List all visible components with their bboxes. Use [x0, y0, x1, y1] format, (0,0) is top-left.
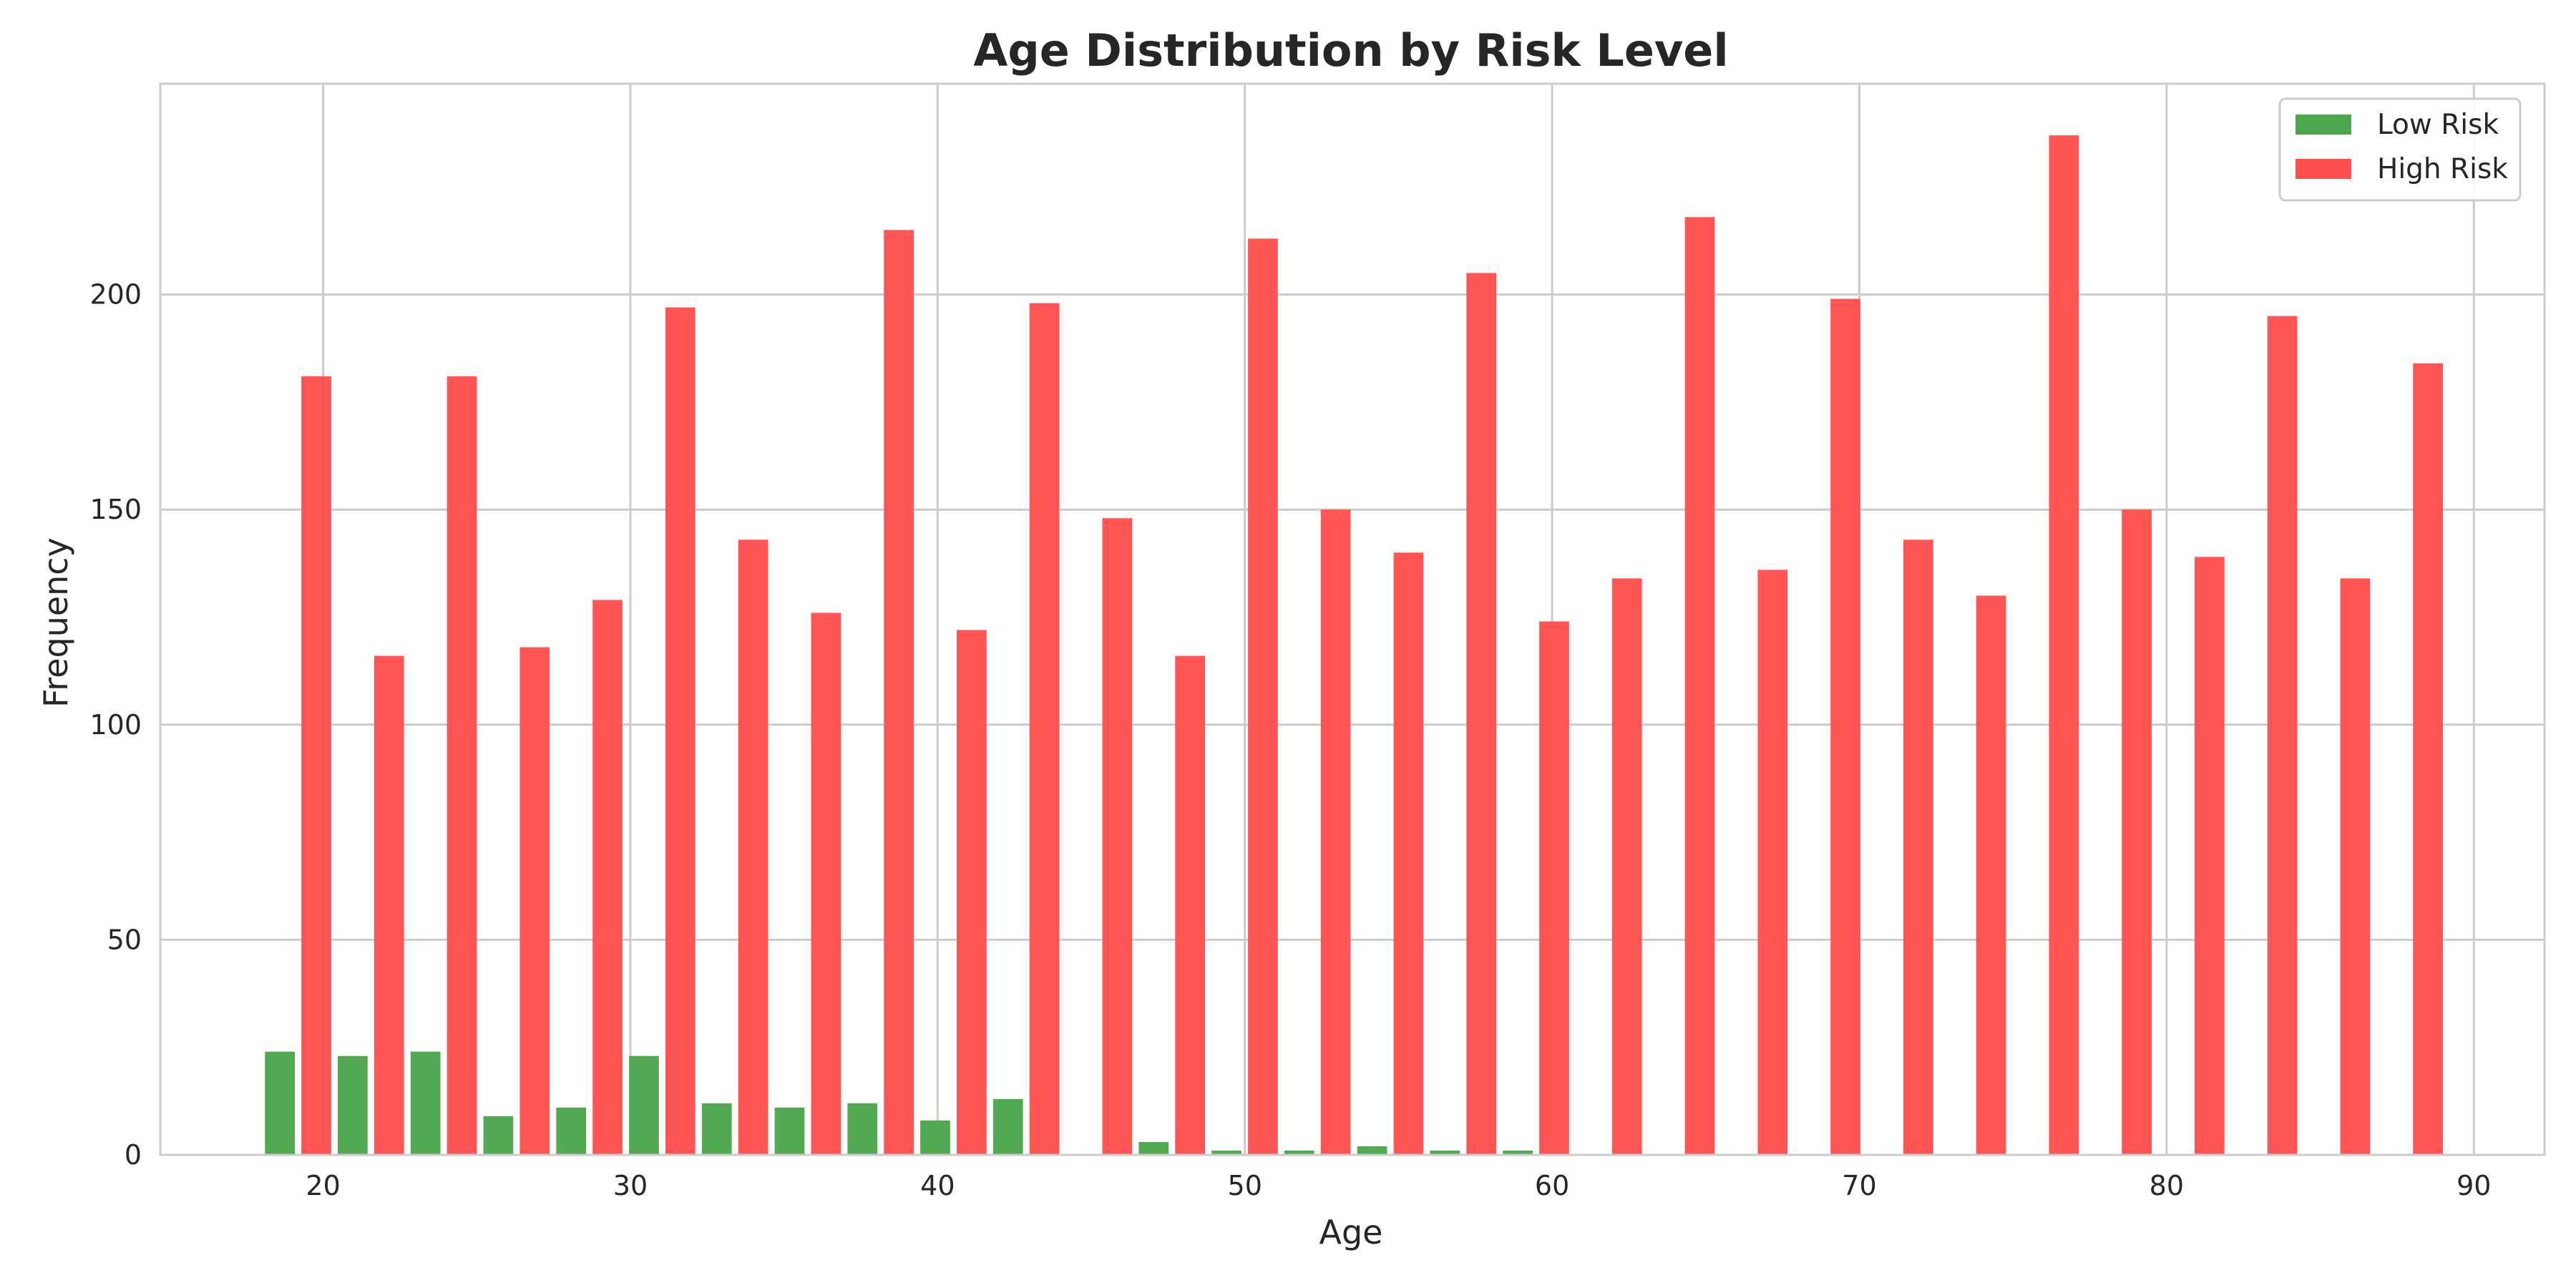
bar-low-risk	[920, 1120, 950, 1155]
bar-high-risk	[1102, 518, 1133, 1155]
bar-high-risk	[301, 376, 331, 1155]
bar-high-risk	[1757, 570, 1788, 1155]
x-axis-label: Age	[1319, 1213, 1383, 1252]
bar-high-risk	[1466, 273, 1497, 1155]
y-tick-label: 100	[89, 709, 142, 741]
x-tick-label: 80	[2150, 1170, 2184, 1201]
chart-title: Age Distribution by Risk Level	[973, 24, 1728, 77]
bar-high-risk	[592, 600, 623, 1155]
bar-high-risk	[1903, 540, 1933, 1155]
bar-high-risk	[1539, 621, 1569, 1155]
bar-low-risk	[1284, 1150, 1314, 1155]
bar-high-risk	[811, 613, 841, 1155]
bar-high-risk	[1976, 595, 2006, 1155]
bar-low-risk	[265, 1051, 295, 1155]
x-tick-label: 70	[1842, 1170, 1876, 1201]
ticks-layer: 20 30 40 50 60 70 80 90 0 50 100 150 200	[89, 279, 2491, 1201]
bar-low-risk	[701, 1103, 732, 1155]
bar-low-risk	[1357, 1146, 1387, 1155]
bar-high-risk	[738, 540, 769, 1155]
bar-low-risk	[483, 1116, 514, 1155]
bar-high-risk	[374, 655, 404, 1155]
legend: Low Risk High Risk	[2278, 97, 2522, 202]
y-axis-label: Frequency	[36, 537, 75, 708]
plot-frame	[159, 82, 2546, 1156]
bar-high-risk	[1175, 655, 1206, 1155]
bar-low-risk	[992, 1098, 1023, 1155]
bar-high-risk	[665, 307, 696, 1156]
bar-high-risk	[1029, 303, 1060, 1155]
x-tick-label: 60	[1535, 1170, 1569, 1201]
bar-high-risk	[1248, 238, 1278, 1156]
bar-low-risk	[338, 1055, 368, 1155]
y-tick-label: 50	[107, 924, 142, 955]
bar-low-risk	[847, 1103, 878, 1155]
bars-layer	[265, 135, 2444, 1156]
x-tick-label: 40	[920, 1170, 955, 1201]
legend-label-high-risk: High Risk	[2377, 153, 2508, 185]
bar-low-risk	[1503, 1150, 1533, 1155]
bar-high-risk	[884, 230, 914, 1155]
bar-low-risk	[1138, 1141, 1169, 1155]
bar-low-risk	[1211, 1150, 1241, 1155]
bar-high-risk	[2340, 578, 2371, 1155]
grid-layer	[160, 84, 2545, 1156]
bar-low-risk	[410, 1051, 441, 1155]
bar-high-risk	[519, 647, 550, 1155]
bar-low-risk	[774, 1107, 805, 1155]
x-tick-label: 30	[613, 1170, 648, 1201]
bar-high-risk	[1393, 552, 1424, 1155]
x-tick-label: 90	[2457, 1170, 2491, 1201]
bar-high-risk	[2195, 557, 2225, 1155]
bar-high-risk	[1320, 509, 1351, 1155]
y-tick-label: 0	[125, 1139, 142, 1171]
bar-low-risk	[1430, 1150, 1460, 1155]
bar-high-risk	[447, 376, 477, 1155]
y-tick-label: 150	[89, 494, 142, 525]
bar-high-risk	[957, 630, 987, 1155]
x-tick-label: 20	[306, 1170, 340, 1201]
x-tick-label: 50	[1228, 1170, 1262, 1201]
y-tick-label: 200	[89, 279, 142, 311]
bar-high-risk	[2413, 363, 2444, 1155]
bar-high-risk	[1830, 298, 1860, 1155]
legend-label-low-risk: Low Risk	[2377, 109, 2499, 141]
bar-low-risk	[556, 1107, 587, 1155]
bar-high-risk	[1611, 578, 1642, 1155]
bar-low-risk	[629, 1055, 659, 1155]
legend-swatch-high-risk	[2296, 159, 2351, 179]
bar-high-risk	[2049, 135, 2079, 1156]
legend-swatch-low-risk	[2296, 114, 2351, 135]
bar-high-risk	[2122, 509, 2152, 1155]
bar-high-risk	[1684, 217, 1715, 1155]
bar-high-risk	[2267, 316, 2298, 1155]
